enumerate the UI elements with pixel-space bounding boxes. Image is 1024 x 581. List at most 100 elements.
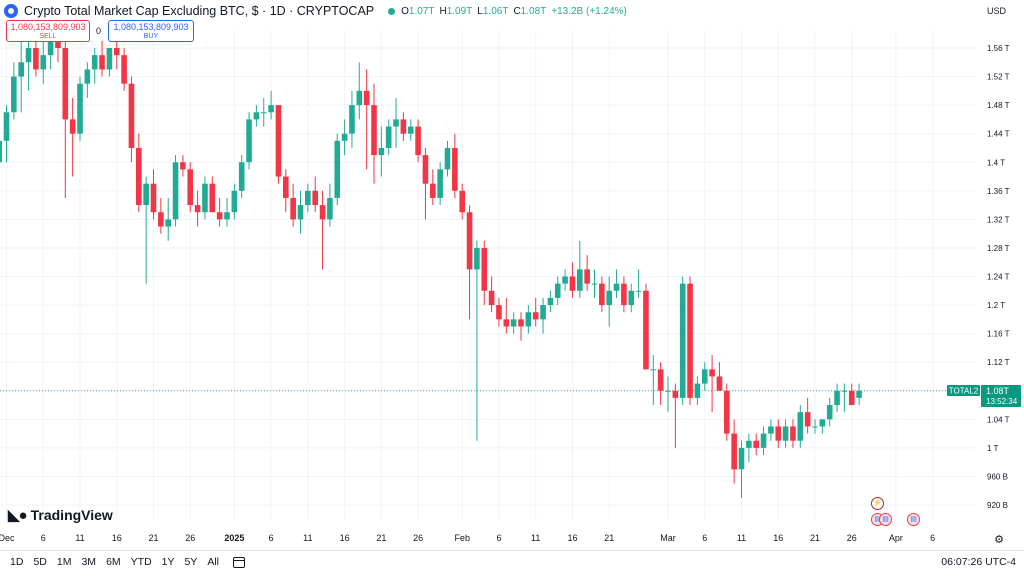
candle-up <box>591 269 598 298</box>
candle-down <box>532 297 539 327</box>
currency-label[interactable]: USD <box>986 6 1006 16</box>
candle-body <box>385 126 392 148</box>
candle-down <box>584 255 590 291</box>
range-5y[interactable]: 5Y <box>184 556 198 568</box>
candle-body <box>760 433 767 448</box>
candle-body <box>422 155 429 184</box>
clock[interactable]: 06:07:26 UTC-4 <box>941 556 1016 568</box>
change-value: +13.2B (+1.24%) <box>551 5 627 17</box>
candle-body <box>709 369 715 377</box>
candle-body <box>768 426 774 434</box>
candle-body <box>628 290 635 306</box>
dividend-event-icon[interactable]: ⚡ <box>871 497 884 510</box>
candle-down <box>481 240 488 306</box>
candle-body <box>701 369 708 384</box>
economic-event-icon[interactable]: ▤ <box>907 513 920 526</box>
range-1m[interactable]: 1M <box>56 556 72 568</box>
candle-body <box>407 126 414 134</box>
candle-up <box>268 90 274 120</box>
economic-event-icon[interactable]: ▤ <box>879 513 892 526</box>
candle-body <box>841 390 848 392</box>
candle-body <box>444 147 451 170</box>
candle-up <box>18 40 24 113</box>
candle-down <box>371 83 377 184</box>
tradingview-logo[interactable]: ◣● TradingView <box>8 506 113 524</box>
candle-down <box>128 76 135 163</box>
settings-icon[interactable]: ⚙ <box>994 534 1004 546</box>
sell-button[interactable]: 1,080,153,809,903 SELL <box>6 20 90 42</box>
candle-down <box>488 276 495 313</box>
candle-down <box>290 183 296 227</box>
candle-down <box>158 197 164 234</box>
range-ytd[interactable]: YTD <box>130 556 152 568</box>
x-tick-label: 26 <box>185 533 195 543</box>
calendar-icon[interactable] <box>233 556 246 568</box>
candle-body <box>216 212 223 220</box>
candle-up <box>393 97 399 148</box>
candle-body <box>518 319 524 327</box>
candle-body <box>679 283 686 398</box>
x-tick-label: Apr <box>889 533 903 543</box>
candle-body <box>187 169 194 206</box>
candle-body <box>158 212 164 227</box>
buy-button[interactable]: 1,080,153,809,903 BUY <box>108 20 194 42</box>
candle-body <box>55 40 61 48</box>
candle-body <box>782 426 789 441</box>
range-3m[interactable]: 3M <box>81 556 97 568</box>
y-tick-label: 1.4 T <box>987 158 1005 167</box>
candle-body <box>319 205 326 220</box>
x-tick-label: 6 <box>41 533 46 543</box>
candle-down <box>753 433 759 456</box>
candle-body <box>452 147 458 191</box>
candle-down <box>452 133 458 198</box>
x-tick-label: 26 <box>413 533 423 543</box>
tradingview-mark-icon: ◣● <box>8 507 28 524</box>
range-5d[interactable]: 5D <box>33 556 47 568</box>
candle-down <box>283 169 289 213</box>
y-tick-label: 1.12 T <box>987 358 1010 367</box>
x-tick-label: 11 <box>75 533 84 543</box>
candle-up <box>554 276 561 306</box>
countdown: 13:52:34 <box>986 397 1018 406</box>
x-tick-label: 21 <box>148 533 158 543</box>
spread-value: 0 <box>96 26 102 36</box>
candle-body <box>349 105 355 134</box>
candle-down <box>319 190 326 270</box>
candle-body <box>753 440 759 448</box>
symbol-title[interactable]: Crypto Total Market Cap Excluding BTC, $… <box>24 4 375 18</box>
candle-up <box>341 119 348 156</box>
candle-body <box>253 112 260 120</box>
candle-down <box>187 162 194 213</box>
range-6m[interactable]: 6M <box>106 556 121 568</box>
x-tick-label: 16 <box>112 533 122 543</box>
candle-body <box>275 105 282 177</box>
candle-up <box>356 62 363 120</box>
candle-body <box>834 390 840 406</box>
candle-down <box>724 383 730 441</box>
symbol-tag-bg <box>947 385 980 396</box>
candle-body <box>165 219 171 227</box>
last-price-tag-bg <box>981 385 1021 407</box>
candle-body <box>665 390 671 392</box>
candle-up <box>378 126 385 177</box>
range-1d[interactable]: 1D <box>10 556 24 568</box>
range-all[interactable]: All <box>207 556 220 568</box>
candle-body <box>599 283 605 306</box>
candle-body <box>150 183 157 213</box>
candle-up <box>334 133 341 206</box>
candle-up <box>11 62 17 120</box>
candle-up <box>577 240 583 298</box>
candle-up <box>826 397 833 427</box>
candle-body <box>172 162 179 220</box>
range-1y[interactable]: 1Y <box>161 556 175 568</box>
candle-up <box>547 290 554 313</box>
candle-up <box>628 283 635 313</box>
time-axis[interactable]: Dec 6 11 16 21 26 2025 6 11 16 21 26 Feb 6 11 16 21 Mar 6 1… <box>0 530 1024 543</box>
candle-body <box>260 112 267 114</box>
candle-body <box>327 197 333 220</box>
candle-down <box>804 397 811 434</box>
candle-up <box>385 119 392 156</box>
